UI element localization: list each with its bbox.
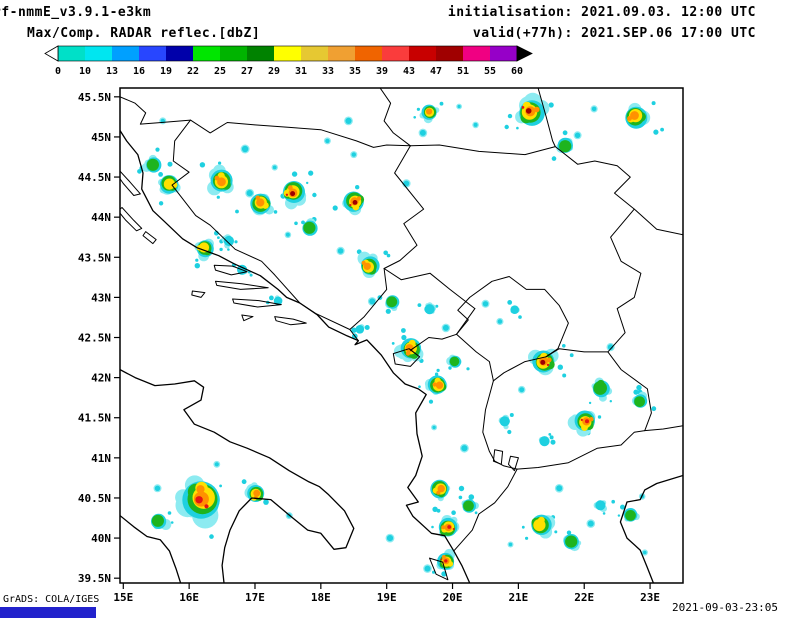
colorbar-left-arrow [44,45,59,62]
svg-text:42N: 42N [91,372,111,385]
svg-text:18E: 18E [311,591,331,604]
svg-text:43: 43 [403,66,415,77]
init-time-label: initialisation: 2021.09.03. 12:00 UTC [447,5,756,20]
map-lines-layer [120,88,683,583]
svg-text:41.5N: 41.5N [78,412,111,425]
colorbar-right-arrow [516,45,533,62]
svg-text:40N: 40N [91,532,111,545]
svg-text:39: 39 [376,66,388,77]
model-version-label: rf-nmmE_v3.9.1-e3km [0,5,152,20]
svg-text:42.5N: 42.5N [78,332,111,345]
creation-timestamp-label: 2021-09-03-23:05 [672,601,778,614]
svg-text:55: 55 [484,66,496,77]
svg-text:13: 13 [106,66,118,77]
svg-text:39.5N: 39.5N [78,572,111,585]
svg-text:43.5N: 43.5N [78,251,111,264]
svg-text:25: 25 [214,66,226,77]
svg-text:22E: 22E [574,591,594,604]
svg-text:16E: 16E [179,591,199,604]
svg-text:33: 33 [322,66,334,77]
svg-text:19: 19 [160,66,172,77]
svg-text:60: 60 [511,66,523,77]
svg-text:29: 29 [268,66,280,77]
svg-text:15E: 15E [113,591,133,604]
svg-text:44N: 44N [91,211,111,224]
svg-text:17E: 17E [245,591,265,604]
colorbar: 0 10 13 16 19 22 25 27 29 31 33 35 39 43 47 51 55 60 [44,45,533,77]
svg-text:16: 16 [133,66,145,77]
svg-text:23E: 23E [640,591,660,604]
svg-text:51: 51 [457,66,469,77]
svg-text:31: 31 [295,66,307,77]
svg-text:21E: 21E [508,591,528,604]
radar-echoes-layer [137,92,664,577]
map-frame [119,87,684,584]
svg-text:45.5N: 45.5N [78,91,111,104]
svg-text:47: 47 [430,66,442,77]
svg-text:43N: 43N [91,291,111,304]
svg-text:10: 10 [79,66,91,77]
svg-text:44.5N: 44.5N [78,171,111,184]
grads-credit-label: GrADS: COLA/IGES [3,594,100,605]
axis-ticks: 45.5N 45N 44.5N 44N 43.5N 43N 42.5N 42N 41.5N 41N… [78,91,660,604]
valid-time-label: valid(+77h): 2021.SEP.06 17:00 UTC [472,26,756,41]
svg-text:27: 27 [241,66,253,77]
svg-text:19E: 19E [377,591,397,604]
svg-text:45N: 45N [91,131,111,144]
grads-logo-bar [0,607,96,618]
svg-text:41N: 41N [91,452,111,465]
svg-text:22: 22 [187,66,199,77]
product-title-label: Max/Comp. RADAR reflec.[dbZ] [27,26,261,41]
svg-text:20E: 20E [443,591,463,604]
svg-text:40.5N: 40.5N [78,492,111,505]
svg-text:35: 35 [349,66,361,77]
svg-text:0: 0 [55,66,61,77]
